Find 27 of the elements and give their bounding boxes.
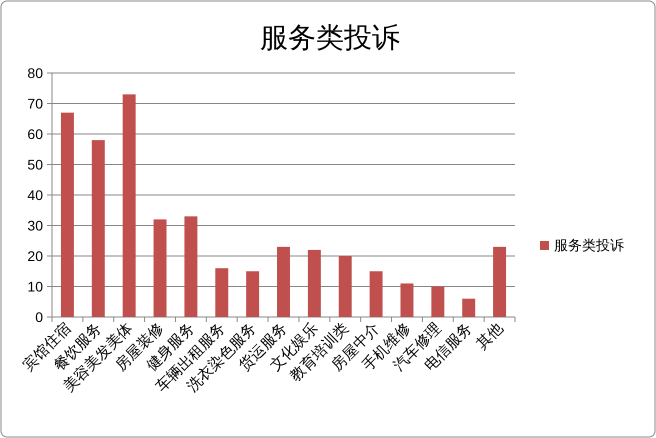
bar [462,298,476,317]
bar [308,250,321,317]
bar [92,140,105,317]
y-tick-label: 30 [27,218,44,234]
y-tick-label: 0 [35,309,44,325]
bar [431,286,444,317]
bar [184,216,198,317]
bar [154,219,167,317]
bar [370,271,383,317]
chart-title: 服务类投诉 [260,22,400,53]
y-tick-label: 10 [27,278,44,294]
bar [400,283,414,317]
y-tick-label: 50 [27,156,44,172]
x-tick-label: 其他 [473,320,506,354]
y-tick-label: 80 [27,65,44,81]
y-tick-label: 60 [27,126,44,142]
y-tick-label: 70 [27,96,44,112]
bar [215,268,228,317]
bar [338,256,352,317]
bar [277,246,290,317]
bar [246,271,260,317]
y-tick-label: 40 [27,187,44,203]
bar [493,246,506,317]
legend-label: 服务类投诉 [554,237,624,253]
bar [122,94,136,317]
y-tick-label: 20 [27,248,44,264]
bar [60,112,74,317]
